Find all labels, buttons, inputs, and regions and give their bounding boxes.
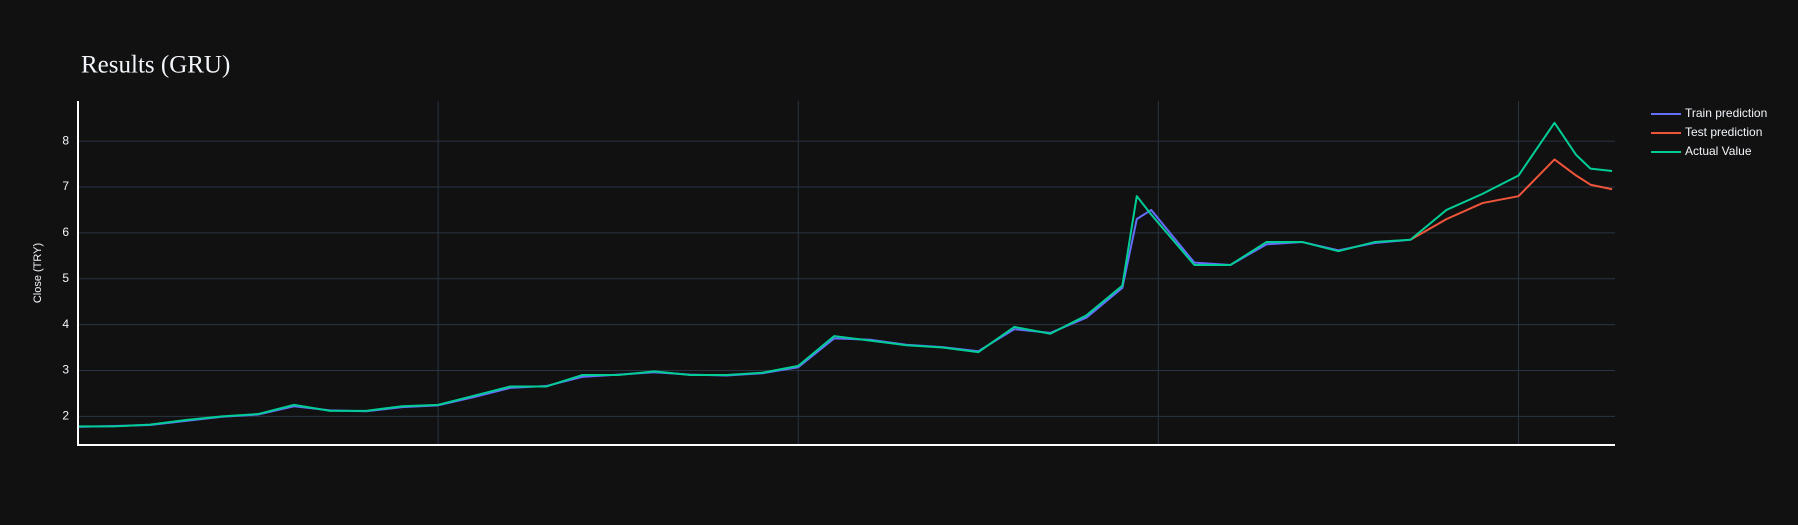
legend-label: Test prediction xyxy=(1685,125,1762,139)
y-axis-title: Close (TRY) xyxy=(32,243,44,303)
y-tick-label: 8 xyxy=(62,133,69,147)
y-tick-label: 5 xyxy=(62,271,69,285)
legend-label: Actual Value xyxy=(1685,144,1752,158)
y-tick-label: 6 xyxy=(62,225,69,239)
y-tick-label: 4 xyxy=(62,317,69,331)
y-tick-label: 2 xyxy=(62,409,69,423)
series-line xyxy=(1409,158,1613,241)
legend-label: Train prediction xyxy=(1685,106,1767,120)
y-tick-label: 3 xyxy=(62,363,69,377)
series-line xyxy=(78,121,1613,428)
y-tick-label: 7 xyxy=(62,179,69,193)
chart-title: Results (GRU) xyxy=(81,52,230,79)
